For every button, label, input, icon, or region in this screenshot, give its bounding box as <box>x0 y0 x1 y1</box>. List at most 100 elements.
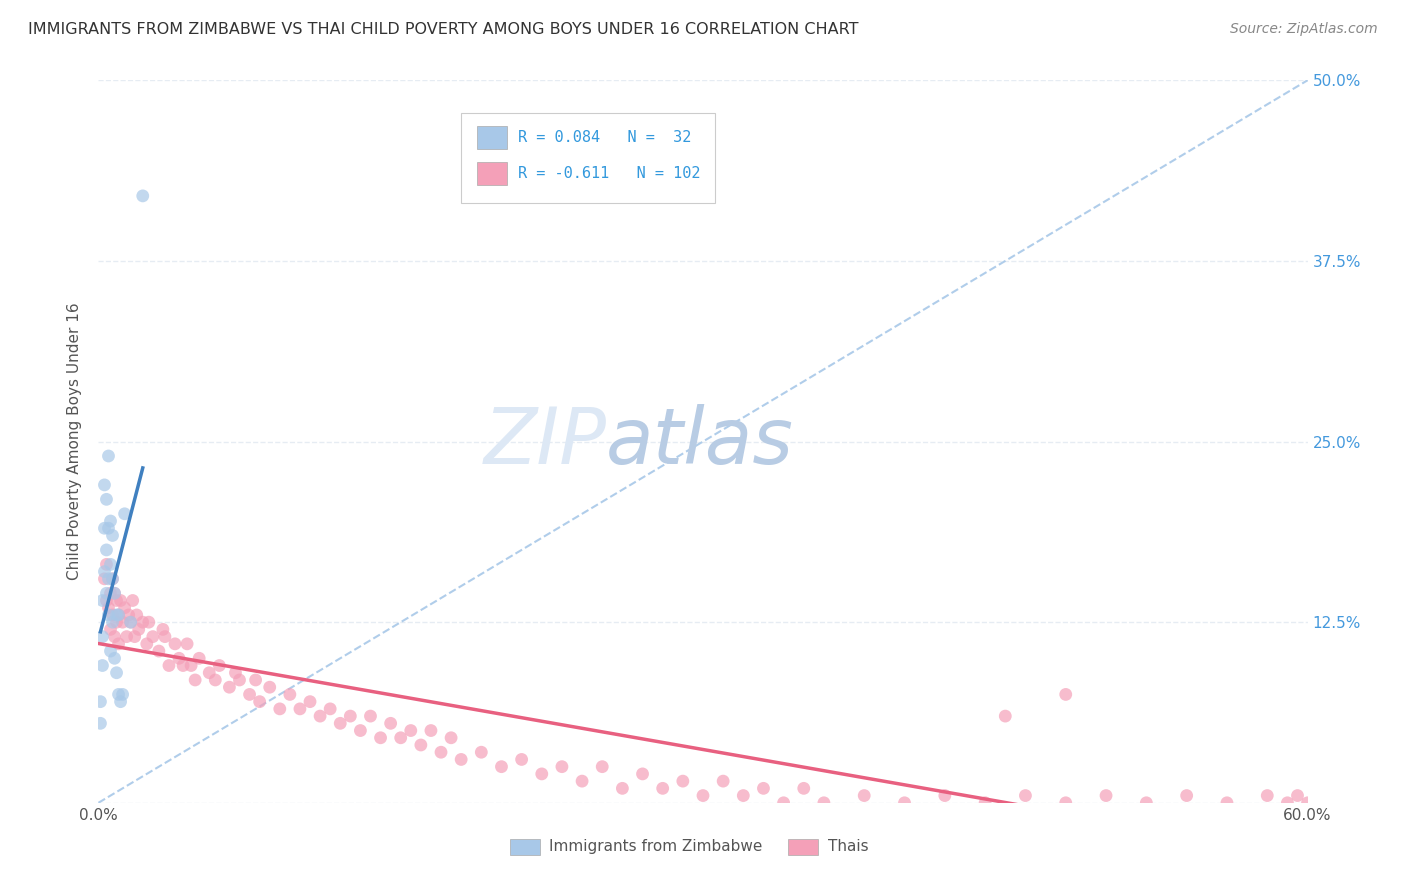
Point <box>288 702 311 716</box>
Point <box>101 572 124 586</box>
Point <box>733 789 755 803</box>
Point <box>105 593 128 607</box>
Point <box>125 607 148 622</box>
Point <box>101 607 124 622</box>
Point <box>752 781 775 796</box>
Point <box>91 593 114 607</box>
Point <box>101 572 124 586</box>
Point <box>1014 789 1036 803</box>
Point <box>934 789 956 803</box>
Point <box>100 644 122 658</box>
Point <box>994 709 1017 723</box>
Point <box>299 695 322 709</box>
Point <box>114 507 136 521</box>
Point <box>551 760 574 774</box>
Text: Source: ZipAtlas.com: Source: ZipAtlas.com <box>1230 22 1378 37</box>
Point <box>135 637 157 651</box>
Point <box>163 637 186 651</box>
Point <box>184 673 207 687</box>
Point <box>530 767 553 781</box>
Point <box>176 637 198 651</box>
Point <box>380 716 402 731</box>
Point <box>772 796 794 810</box>
Point <box>107 637 129 651</box>
Point <box>893 796 915 810</box>
Point <box>103 630 125 644</box>
Point <box>239 687 262 701</box>
Point <box>100 586 122 600</box>
Point <box>1256 789 1278 803</box>
Point <box>153 630 176 644</box>
Point <box>249 695 271 709</box>
Point <box>389 731 412 745</box>
Point <box>269 702 291 716</box>
Point <box>450 752 472 766</box>
Point <box>107 607 129 622</box>
Point <box>510 752 533 766</box>
Text: IMMIGRANTS FROM ZIMBABWE VS THAI CHILD POVERTY AMONG BOYS UNDER 16 CORRELATION C: IMMIGRANTS FROM ZIMBABWE VS THAI CHILD P… <box>28 22 859 37</box>
Point <box>218 680 240 694</box>
Point <box>1216 796 1239 810</box>
Point <box>571 774 593 789</box>
Point <box>111 687 134 701</box>
Point <box>793 781 815 796</box>
Point <box>329 716 352 731</box>
Point <box>157 658 180 673</box>
Point <box>198 665 221 680</box>
Bar <box>787 838 818 855</box>
Y-axis label: Child Poverty Among Boys Under 16: Child Poverty Among Boys Under 16 <box>67 302 83 581</box>
Point <box>114 600 136 615</box>
Point <box>101 615 124 630</box>
Point <box>1286 789 1309 803</box>
Point <box>97 600 120 615</box>
Point <box>309 709 332 723</box>
Point <box>349 723 371 738</box>
Point <box>107 607 129 622</box>
Bar <box>509 838 540 855</box>
Point <box>96 558 118 572</box>
Point <box>591 760 613 774</box>
Text: atlas: atlas <box>606 403 794 480</box>
Point <box>132 615 155 630</box>
Point <box>228 673 250 687</box>
Point <box>1277 796 1299 810</box>
Point <box>319 702 342 716</box>
Point <box>120 615 142 630</box>
Point <box>245 673 267 687</box>
Point <box>152 623 174 637</box>
Point <box>97 572 120 586</box>
Point <box>100 623 122 637</box>
Text: Immigrants from Zimbabwe: Immigrants from Zimbabwe <box>550 839 763 855</box>
Point <box>97 449 120 463</box>
Point <box>370 731 392 745</box>
Point <box>89 716 111 731</box>
Point <box>409 738 432 752</box>
Point <box>93 572 115 586</box>
Point <box>101 528 124 542</box>
Point <box>91 658 114 673</box>
Point <box>612 781 634 796</box>
Point <box>813 796 835 810</box>
Point <box>491 760 513 774</box>
Point <box>103 586 125 600</box>
Point <box>339 709 361 723</box>
Point <box>853 789 876 803</box>
Point <box>97 521 120 535</box>
Point <box>208 658 231 673</box>
Point <box>259 680 281 694</box>
Point <box>204 673 226 687</box>
Point <box>97 607 120 622</box>
Point <box>110 695 132 709</box>
Point <box>172 658 194 673</box>
Point <box>1054 796 1077 810</box>
Point <box>124 630 146 644</box>
Point <box>399 723 422 738</box>
Point <box>692 789 714 803</box>
Point <box>138 615 160 630</box>
Point <box>100 514 122 528</box>
Point <box>128 623 150 637</box>
Point <box>470 745 492 759</box>
Point <box>93 565 115 579</box>
Point <box>105 615 128 630</box>
Point <box>1175 789 1198 803</box>
